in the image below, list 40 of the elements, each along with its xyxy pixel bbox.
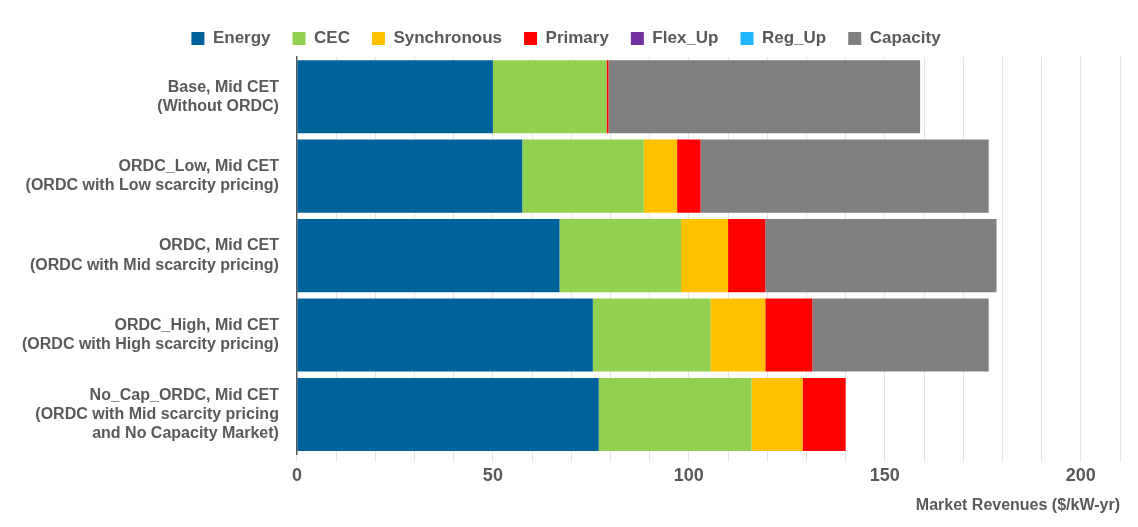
bar: [297, 60, 493, 134]
bar: [592, 298, 711, 372]
bar: [297, 139, 523, 213]
y-tick-label: ORDC, Mid CET (ORDC with Mid scarcity pricing): [29, 236, 280, 273]
bar: [297, 298, 593, 372]
bar: [492, 60, 607, 134]
x-tick-label: 0: [291, 464, 302, 485]
y-tick-label: ORDC_High, Mid CET (ORDC with High scarcity pricing): [21, 315, 280, 353]
legend-label: Primary: [545, 28, 610, 48]
legend-label: Energy: [212, 28, 272, 48]
legend-label: Capacity: [869, 28, 942, 48]
x-tick-label: 150: [869, 464, 900, 485]
bar: [297, 377, 599, 452]
bar: [812, 298, 989, 372]
x-tick-label: 200: [1065, 464, 1096, 485]
legend-label: Flex_Up: [652, 28, 719, 48]
y-tick-label: ORDC_Low, Mid CET (ORDC with Low scarcity pricing): [25, 156, 280, 194]
bar: [700, 139, 989, 213]
bar: [728, 219, 766, 293]
bar: [598, 377, 752, 452]
bar: [522, 139, 644, 213]
bar: [765, 219, 997, 293]
y-tick-label: No_Cap_ORDC, Mid CET (ORDC with Mid scarcity pricing and No Capacity Market): [35, 385, 280, 442]
x-tick-label: 50: [482, 464, 503, 485]
bar: [297, 219, 560, 293]
bar: [751, 377, 803, 452]
legend-label: Synchronous: [393, 28, 503, 48]
bar: [559, 219, 682, 293]
x-tick-label: 100: [673, 464, 704, 485]
bar: [765, 298, 813, 372]
bar: [710, 298, 766, 372]
legend-label: CEC: [314, 28, 350, 48]
bar: [677, 139, 701, 213]
legend-label: Reg_Up: [762, 28, 827, 48]
bar: [681, 219, 729, 293]
bar: [643, 139, 678, 213]
x-axis-title: Market Revenues ($/kW-yr): [915, 495, 1120, 513]
bar: [608, 60, 921, 134]
bar: [802, 377, 846, 452]
y-tick-label: Base, Mid CET (Without ORDC): [157, 77, 280, 114]
